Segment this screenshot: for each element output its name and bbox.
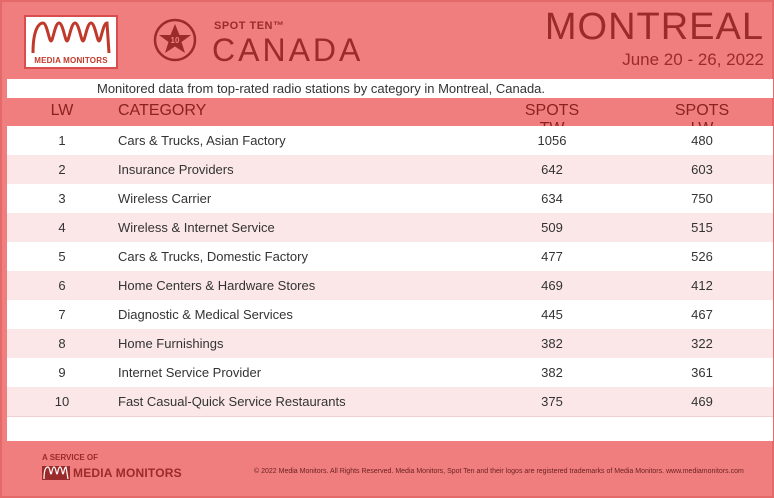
cell-spots-tw: 477 [541, 249, 563, 264]
brand-line: SPOT TEN™ [214, 20, 285, 32]
footer-logo-label: MEDIA MONITORS [73, 466, 182, 480]
cell-spots-tw: 445 [541, 307, 563, 322]
cell-spots-tw: 642 [541, 162, 563, 177]
cell-lw: 7 [58, 307, 66, 322]
cell-spots-lw: 467 [691, 307, 713, 322]
cell-spots-lw: 322 [691, 336, 713, 351]
cell-category: Wireless Carrier [118, 191, 212, 206]
cell-lw: 1 [58, 133, 66, 148]
country-title: CANADA [212, 32, 364, 68]
cell-spots-lw: 526 [691, 249, 713, 264]
cell-spots-tw: 1056 [537, 133, 567, 148]
star-badge-icon: 10 [153, 18, 197, 62]
table-header: LW CATEGORY SPOTS TW SPOTS LW [7, 98, 773, 137]
cell-spots-tw: 375 [541, 394, 563, 409]
badge-number: 10 [171, 36, 180, 45]
cell-spots-tw: 509 [541, 220, 563, 235]
cell-lw: 2 [58, 162, 66, 177]
cell-spots-tw: 382 [541, 365, 563, 380]
logo-label: MEDIA MONITORS [34, 56, 108, 65]
cell-spots-tw: 469 [541, 278, 563, 293]
cell-category: Internet Service Provider [118, 365, 262, 380]
subtitle-bar: Monitored data from top-rated radio stat… [7, 79, 773, 98]
cell-category: Wireless & Internet Service [118, 220, 275, 235]
table-row: 9 Internet Service Provider 382 361 [7, 358, 773, 387]
cell-lw: 10 [54, 394, 70, 409]
table-row: 7 Diagnostic & Medical Services 445 467 [7, 300, 773, 329]
cell-category: Home Furnishings [118, 336, 224, 351]
subtitle: Monitored data from top-rated radio stat… [97, 81, 546, 96]
cell-lw: 9 [58, 365, 66, 380]
cell-spots-tw: 382 [541, 336, 563, 351]
cell-lw: 6 [58, 278, 66, 293]
table-row: 4 Wireless & Internet Service 509 515 [7, 213, 773, 242]
media-monitors-logo: MEDIA MONITORS [24, 15, 118, 69]
waveform-icon [42, 466, 70, 480]
cell-category: Home Centers & Hardware Stores [118, 278, 316, 293]
cell-spots-lw: 412 [691, 278, 713, 293]
service-of-label: A SERVICE OF [42, 453, 99, 462]
city-title: MONTREAL [544, 6, 764, 48]
cell-spots-lw: 515 [691, 220, 713, 235]
copyright-notice: © 2022 Media Monitors. All Rights Reserv… [254, 468, 744, 475]
cell-spots-tw: 634 [541, 191, 563, 206]
table-footer-space [7, 416, 773, 441]
table-row: 1 Cars & Trucks, Asian Factory 1056 480 [7, 126, 773, 155]
cell-lw: 4 [58, 220, 66, 235]
date-range: June 20 - 26, 2022 [622, 50, 764, 69]
header-lw: LW [50, 102, 74, 119]
header-category: CATEGORY [118, 102, 207, 119]
table-row: 5 Cars & Trucks, Domestic Factory 477 526 [7, 242, 773, 271]
cell-spots-lw: 750 [691, 191, 713, 206]
waveform-icon [31, 21, 111, 54]
table-row: 8 Home Furnishings 382 322 [7, 329, 773, 358]
cell-lw: 5 [58, 249, 66, 264]
cell-category: Diagnostic & Medical Services [118, 307, 293, 322]
cell-category: Cars & Trucks, Domestic Factory [118, 249, 308, 264]
cell-lw: 8 [58, 336, 66, 351]
cell-category: Insurance Providers [118, 162, 234, 177]
cell-spots-lw: 469 [691, 394, 713, 409]
table-row: 3 Wireless Carrier 634 750 [7, 184, 773, 213]
table-row: 2 Insurance Providers 642 603 [7, 155, 773, 184]
cell-spots-lw: 361 [691, 365, 713, 380]
cell-lw: 3 [58, 191, 66, 206]
cell-category: Fast Casual-Quick Service Restaurants [118, 394, 346, 409]
table-row: 6 Home Centers & Hardware Stores 469 412 [7, 271, 773, 300]
footer-logo: MEDIA MONITORS [42, 465, 182, 481]
cell-category: Cars & Trucks, Asian Factory [118, 133, 286, 148]
cell-spots-lw: 603 [691, 162, 713, 177]
ranking-table: LW CATEGORY SPOTS TW SPOTS LW 1 Cars & Tr… [7, 98, 773, 441]
table-row: 10 Fast Casual-Quick Service Restaurants 3… [7, 387, 773, 416]
cell-spots-lw: 480 [691, 133, 713, 148]
